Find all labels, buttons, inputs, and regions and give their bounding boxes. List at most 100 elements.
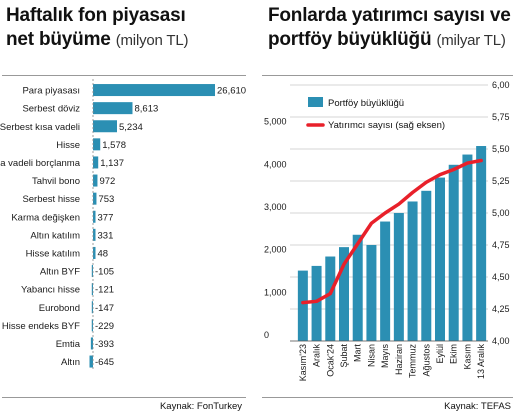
bar (93, 228, 96, 241)
category-label: Kısa vadeli borçlanma (0, 158, 81, 169)
category-label: Karma değişken (11, 212, 80, 223)
bar (352, 234, 363, 341)
bar (366, 245, 377, 341)
left-bottom-rule (2, 397, 246, 398)
category-label: Eurobond (39, 303, 80, 314)
left-chart-title-line2: net büyüme (6, 29, 111, 50)
bar (311, 265, 322, 341)
right-axis-tick-label: 5,75 (492, 112, 510, 122)
category-label: Altın katılım (30, 230, 80, 241)
right-axis-tick-label: 4,25 (492, 304, 510, 314)
left-chart-panel: Haftalık fon piyasası net büyüme (milyon… (0, 0, 248, 418)
right-axis-tick-label: 5,25 (492, 176, 510, 186)
bar (380, 221, 391, 341)
left-axis-tick-label: 2,000 (264, 245, 287, 255)
right-axis-tick-label: 4,50 (492, 272, 510, 282)
value-label: 377 (98, 212, 114, 223)
value-label: 1,137 (100, 158, 124, 169)
right-top-rule (262, 75, 513, 76)
bar (93, 210, 96, 223)
x-axis-tick-label: Temmuz (408, 344, 418, 379)
value-label: 1,578 (102, 140, 126, 151)
x-axis-tick-label: Aralık (312, 344, 322, 368)
category-label: Tahvil bono (32, 176, 80, 187)
category-label: Altın (61, 357, 80, 368)
bar (448, 164, 459, 341)
bar (435, 177, 445, 341)
value-label: -393 (95, 339, 114, 350)
right-chart-title-line2: portföy büyüklüğü (268, 29, 432, 50)
bar (91, 283, 93, 296)
value-label: 753 (98, 194, 114, 205)
line-series (301, 158, 483, 305)
left-bar-chart: Para piyasası 26,610 Serbest döviz 8,613 Ser… (0, 79, 246, 371)
left-source-label: Kaynak: FonTurkey (159, 401, 242, 412)
bar (89, 355, 93, 368)
category-label: Hisse katılım (26, 248, 80, 259)
bar (93, 174, 98, 187)
left-top-rule (2, 75, 246, 76)
bar (93, 120, 117, 133)
bar (93, 138, 101, 151)
legend-swatch-bar (308, 97, 323, 107)
value-label: -229 (95, 321, 114, 332)
category-label: Para piyasası (22, 86, 80, 97)
bar (91, 301, 93, 314)
x-axis-tick-label: Eylül (435, 344, 445, 364)
right-bottom-rule (262, 397, 513, 398)
value-label: -645 (95, 357, 114, 368)
bar (325, 256, 336, 341)
x-axis-tick-label: Ekim (449, 344, 459, 364)
legend-label-bar: Portföy büyüklüğü (328, 98, 404, 109)
left-chart-title: Haftalık fon piyasası net büyüme (milyon… (6, 4, 188, 53)
x-axis-tick-label: Nisan (366, 344, 376, 367)
bar (393, 213, 404, 341)
right-chart-title-line1: Fonlarda yatırımcı sayısı ve (268, 5, 511, 26)
bar (93, 84, 215, 97)
value-label: -121 (95, 285, 114, 296)
category-label: Serbest hisse (22, 194, 80, 205)
x-axis-tick-label: Ağustos (421, 344, 431, 377)
value-label: 972 (99, 176, 115, 187)
left-chart-title-line1: Haftalık fon piyasası (6, 5, 186, 26)
right-source-label: Kaynak: TEFAS (444, 401, 511, 412)
right-axis-tick-label: 6,00 (492, 80, 510, 90)
bar (297, 270, 308, 341)
left-chart-unit: (milyon TL) (115, 32, 189, 49)
value-label: 8,613 (134, 104, 158, 115)
x-axis-tick-label: Haziran (394, 344, 404, 375)
value-label: -147 (95, 303, 114, 314)
bar (93, 102, 133, 115)
x-axis-tick-label: Ocak'24 (325, 344, 335, 377)
bar (90, 337, 93, 350)
right-axis-tick-label: 4,00 (492, 336, 510, 346)
bar (462, 154, 473, 341)
bar (93, 192, 97, 205)
x-axis-tick-label: Mart (353, 344, 363, 362)
bar (407, 201, 418, 341)
right-chart-panel: Fonlarda yatırımcı sayısı ve portföy büy… (262, 0, 513, 418)
category-label: Hisse (56, 140, 80, 151)
category-label: Serbest döviz (22, 104, 80, 115)
left-axis-tick-label: 5,000 (264, 117, 287, 127)
right-combo-chart: 4,00 4,25 4,50 4,75 5,00 5,25 5,50 5,75 6,00 0 1,0… (264, 80, 510, 381)
x-axis-tick-label: Kasım'23 (298, 344, 308, 381)
value-label: 26,610 (217, 86, 246, 97)
right-axis-tick-label: 5,50 (492, 144, 510, 154)
x-axis-tick-label: Kasım (462, 344, 472, 370)
bar (421, 190, 432, 341)
right-chart-title: Fonlarda yatırımcı sayısı ve portföy büy… (268, 4, 511, 53)
x-axis-tick-label: 13 Aralık (476, 344, 486, 380)
category-label: Emtia (56, 339, 81, 350)
bar (93, 246, 96, 259)
category-label: Yabancı hisse (21, 285, 80, 296)
value-label: 5,234 (119, 122, 143, 133)
left-axis-tick-label: 0 (264, 330, 269, 340)
value-label: 48 (98, 248, 109, 259)
left-axis-tick-label: 1,000 (264, 287, 287, 297)
x-axis-tick-label: Şubat (339, 344, 349, 368)
category-label: Altın BYF (40, 267, 80, 278)
x-axis-tick-label: Mayıs (380, 344, 390, 369)
bar (91, 319, 93, 332)
bar (93, 156, 99, 169)
